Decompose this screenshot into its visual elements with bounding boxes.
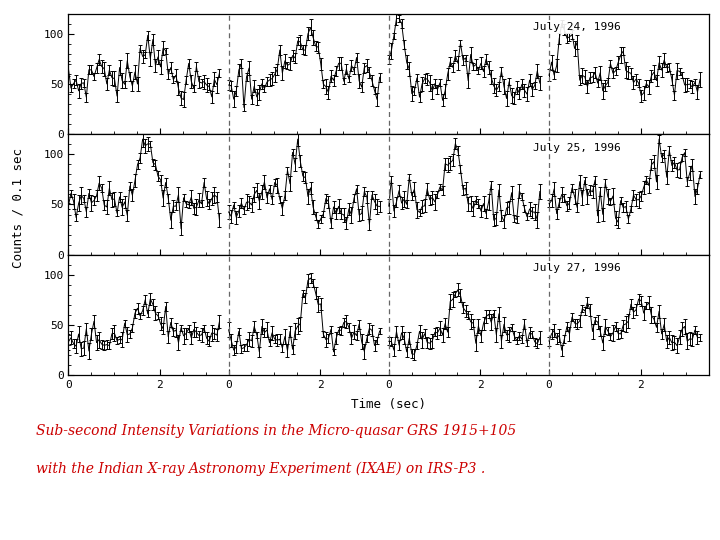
Text: July 24, 1996: July 24, 1996: [533, 22, 621, 32]
Text: Counts / 0.1 sec: Counts / 0.1 sec: [12, 148, 24, 268]
Text: July 25, 1996: July 25, 1996: [533, 143, 621, 152]
Text: July 27, 1996: July 27, 1996: [533, 263, 621, 273]
Text: Sub-second Intensity Variations in the Micro-quasar GRS 1915+105: Sub-second Intensity Variations in the M…: [36, 424, 516, 438]
Text: with the Indian X-ray Astronomy Experiment (IXAE) on IRS-P3 .: with the Indian X-ray Astronomy Experime…: [36, 462, 485, 476]
Text: Time (sec): Time (sec): [351, 398, 426, 411]
